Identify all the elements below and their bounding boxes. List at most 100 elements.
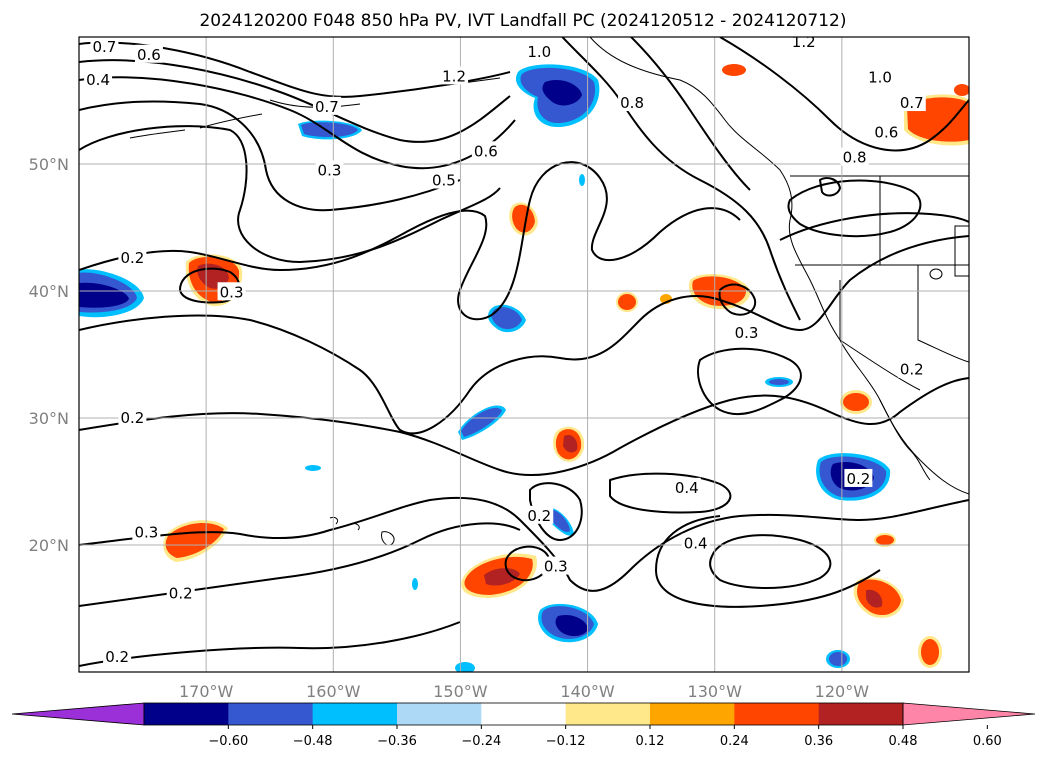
- pv-anomaly-shading: [79, 64, 969, 672]
- contour-label: 0.7: [900, 94, 924, 112]
- contour-label-bg: [866, 67, 894, 86]
- lon-tick-label: 160°W: [306, 682, 361, 701]
- contour-label-bg: [471, 141, 500, 160]
- contour-label: 0.2: [169, 584, 193, 602]
- contour-label-bg: [525, 42, 554, 61]
- lon-tick-label: 120°W: [815, 682, 870, 701]
- contour-line: [779, 212, 969, 241]
- contour-label: 0.2: [105, 648, 129, 666]
- colorbar-tick-label: −0.24: [461, 734, 501, 749]
- positive-anomaly-south-central: [461, 553, 537, 598]
- contour-line: [79, 235, 969, 435]
- lake: [929, 268, 943, 280]
- contour-label-bg: [217, 282, 246, 301]
- contour-label: 0.8: [843, 149, 867, 167]
- contour-label-bg: [897, 359, 926, 378]
- contour-label-bg: [315, 160, 344, 179]
- state-outline: [954, 225, 969, 277]
- positive-anomaly-central: [509, 202, 538, 236]
- figure-title: 2024120200 F048 850 hPa PV, IVT Landfall…: [199, 11, 846, 31]
- contour-label: 0.3: [220, 283, 244, 301]
- contour-line: [79, 496, 969, 592]
- contour-label: 1.2: [792, 33, 816, 51]
- map-frame: [78, 36, 970, 673]
- contour-labels: 0.7 0.60.40.70.31.21.00.80.60.51.21.00.70…: [84, 33, 926, 666]
- contour-label-bg: [618, 93, 647, 112]
- colorbar-extend-low: [11, 702, 145, 726]
- colorbar-tick-label: 0.24: [720, 734, 749, 749]
- colorbar-tick-label: 0.60: [973, 734, 1002, 749]
- colorbar-segment: [144, 703, 229, 725]
- contour-label: 1.0: [868, 69, 892, 87]
- positive-anomaly-mid: [553, 426, 585, 462]
- lon-tick-label: 130°W: [688, 682, 743, 701]
- contour-label: 0.4: [684, 535, 708, 553]
- contour-label-bg: [134, 44, 163, 63]
- negative-anomaly-central: [488, 304, 526, 333]
- contour-label: 0.3: [318, 161, 342, 179]
- colorbar-segment: [397, 703, 482, 725]
- lat-tick-label: 30°N: [29, 409, 69, 428]
- contour-label: 0.7: [315, 98, 339, 116]
- contour-label-bg: [897, 93, 926, 112]
- contour-label: 0.7: [92, 38, 116, 56]
- longitude-labels: 170°W 160°W 150°W 140°W 130°W 120°W: [179, 682, 869, 701]
- contour-label: 0.4: [86, 71, 110, 89]
- hawaii-islands: [329, 517, 395, 546]
- contour-label-bg: [541, 556, 570, 575]
- contour-line: [697, 347, 802, 416]
- colorbar-segment: [818, 703, 904, 725]
- contour-line: [79, 161, 741, 321]
- contour-line: [79, 125, 501, 263]
- pv-contour-lines: [79, 37, 969, 667]
- contour-line: [709, 534, 832, 589]
- contour-line: [819, 177, 841, 197]
- lat-tick-label: 40°N: [29, 282, 69, 301]
- contour-label: 0.4: [675, 479, 699, 497]
- negative-anomaly-aleutian: [298, 120, 362, 140]
- contour-line: [655, 515, 881, 608]
- contour-label-bg: [681, 533, 710, 552]
- contour-line: [787, 179, 922, 238]
- contour-line: [79, 621, 461, 667]
- negative-anomaly-south-central: [458, 405, 506, 440]
- lon-tick-label: 150°W: [433, 682, 488, 701]
- contour-label-bg: [525, 505, 554, 524]
- contour-label: 0.3: [735, 324, 759, 342]
- contour-label: 0.8: [620, 94, 644, 112]
- colorbar-segment: [228, 703, 314, 725]
- contour-label: 0.3: [134, 523, 158, 541]
- gridlines: [79, 37, 969, 672]
- colorbar-segment: [650, 703, 735, 725]
- contour-label-bg: [132, 522, 161, 541]
- map-area: 0.7 0.60.40.70.31.21.00.80.60.51.21.00.70…: [79, 33, 969, 672]
- contour-line: [79, 100, 461, 212]
- contour-label: 0.2: [120, 249, 144, 267]
- contour-label: 1.2: [442, 67, 466, 85]
- colorbar-segment: [481, 703, 567, 725]
- contour-label: 0.6: [874, 123, 898, 141]
- colorbar-segment: [565, 703, 651, 725]
- lon-tick-label: 140°W: [560, 682, 615, 701]
- contour-label-bg: [118, 408, 147, 426]
- lat-tick-label: 20°N: [29, 536, 69, 555]
- contour-label: 1.0: [527, 43, 551, 61]
- contour-line: [79, 76, 516, 170]
- contour-label-bg: [166, 583, 195, 602]
- contour-label: 0.2: [900, 361, 924, 379]
- colorbar-tick-label: 0.36: [804, 734, 833, 749]
- contour-label-bg: [732, 322, 761, 341]
- contour-label-bg: [872, 122, 901, 141]
- negative-anomaly-small: [305, 174, 850, 672]
- contour-label: 0.5: [432, 172, 456, 190]
- contour-label: 0.2: [527, 507, 551, 525]
- negative-anomaly-gulf-of-alaska: [515, 64, 600, 128]
- contour-label: 0.6: [137, 46, 161, 64]
- contour-label-bg: [672, 477, 701, 496]
- colorbar-tick-label: 0.48: [889, 734, 918, 749]
- contour-label-bg: [118, 247, 147, 266]
- contour-label: 0.2: [846, 470, 870, 488]
- lon-tick-label: 170°W: [179, 682, 234, 701]
- positive-anomaly-southeast: [840, 390, 942, 668]
